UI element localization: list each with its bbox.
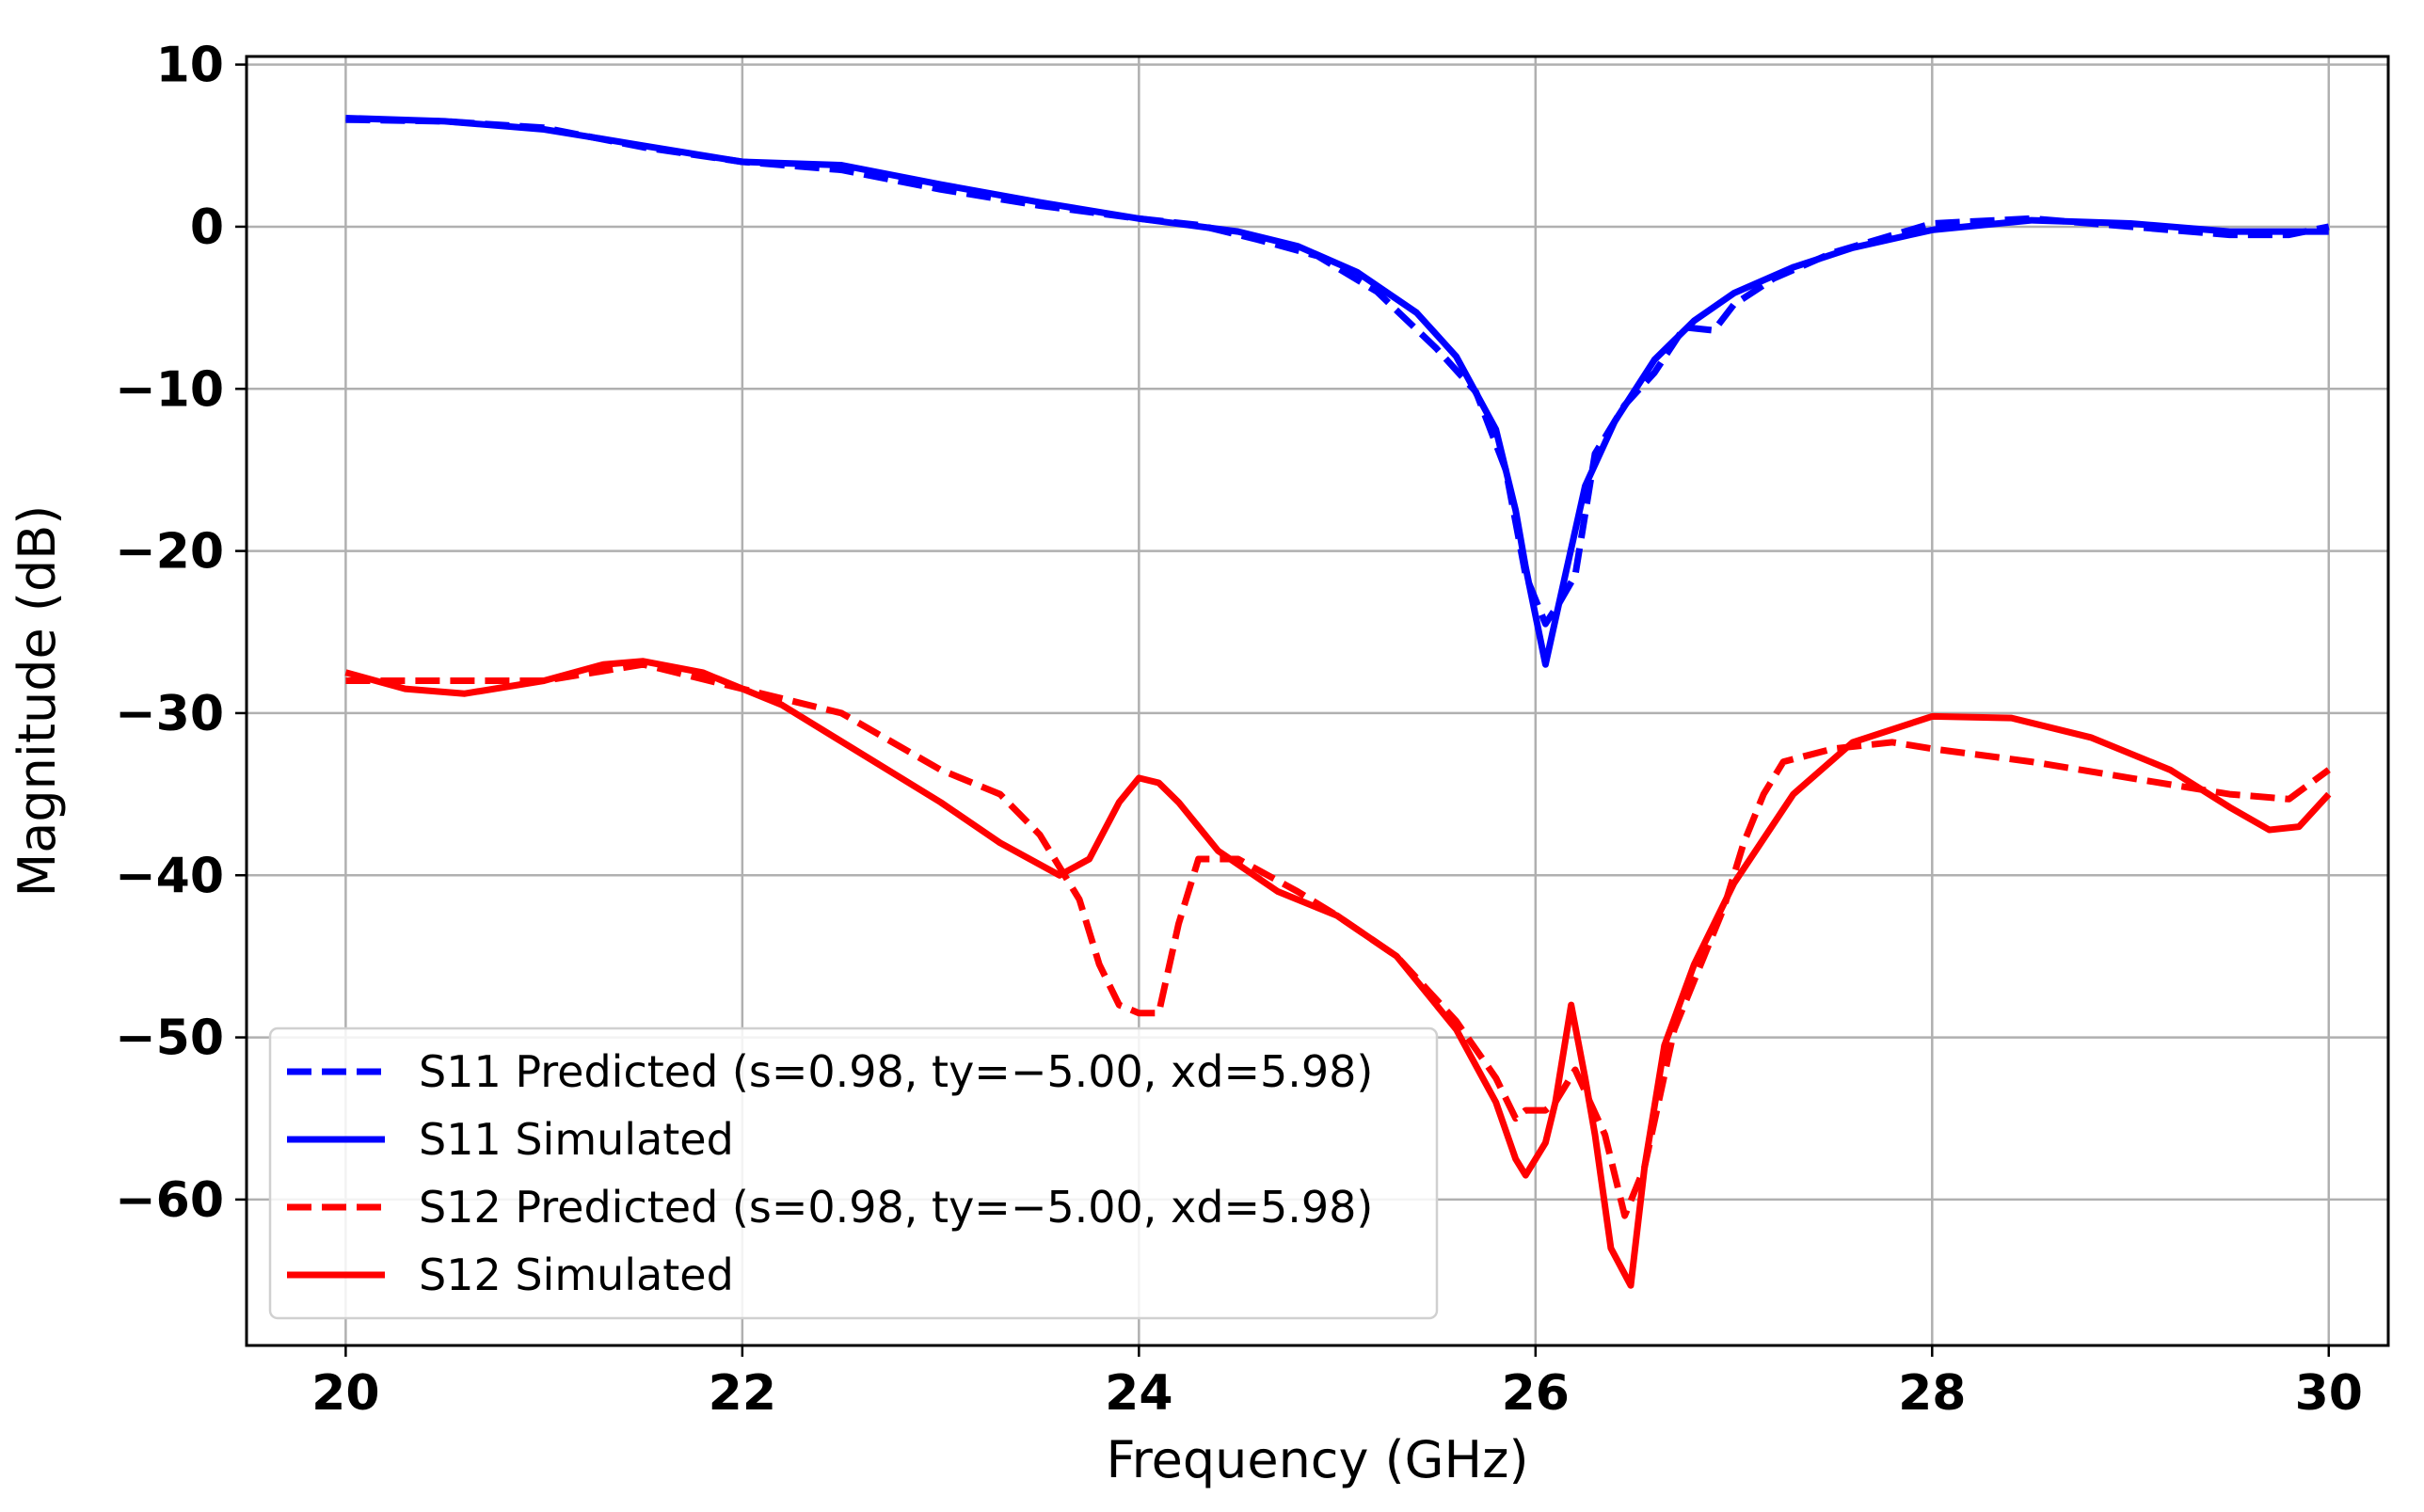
legend-label: S11 Predicted (s=0.98, ty=−5.00, xd=5.98… <box>419 1046 1373 1097</box>
y-tick-label: −50 <box>115 1011 224 1067</box>
x-tick-label: 20 <box>311 1365 379 1422</box>
y-tick-label: 10 <box>156 38 224 94</box>
plot-frame <box>245 55 2390 1347</box>
x-tick-label: 28 <box>1898 1365 1966 1422</box>
legend-label: S11 Simulated <box>419 1114 734 1165</box>
legend-box <box>268 1027 1439 1320</box>
series-line-s11-solid <box>345 115 2329 668</box>
y-axis-label: Magnitude (dB) <box>8 505 67 898</box>
x-axis-label: Frequency (GHz) <box>1106 1430 1528 1489</box>
axis-ticks: 20 22 24 26 28 30 10 0 −10 −20 −30 −40 −50 −60 <box>115 38 2363 1422</box>
x-tick-label: 24 <box>1105 1365 1172 1422</box>
y-tick-label: −20 <box>115 524 224 581</box>
y-tick-label: −10 <box>115 361 224 418</box>
y-tick-label: 0 <box>190 199 224 256</box>
series-line-s12-dashed <box>345 661 2331 1219</box>
series-line-s12-solid <box>344 658 2332 1289</box>
legend-label: S12 Simulated <box>419 1249 734 1300</box>
series-lines <box>344 115 2332 1289</box>
x-tick-label: 30 <box>2295 1365 2363 1422</box>
legend: S11 Predicted (s=0.98, ty=−5.00, xd=5.98… <box>268 1027 1439 1320</box>
y-tick-label: −40 <box>115 848 224 904</box>
y-tick-label: −30 <box>115 686 224 742</box>
y-tick-label: −60 <box>115 1172 224 1229</box>
legend-label: S12 Predicted (s=0.98, ty=−5.00, xd=5.98… <box>419 1182 1373 1233</box>
x-tick-label: 26 <box>1502 1365 1570 1422</box>
x-tick-label: 22 <box>709 1365 776 1422</box>
